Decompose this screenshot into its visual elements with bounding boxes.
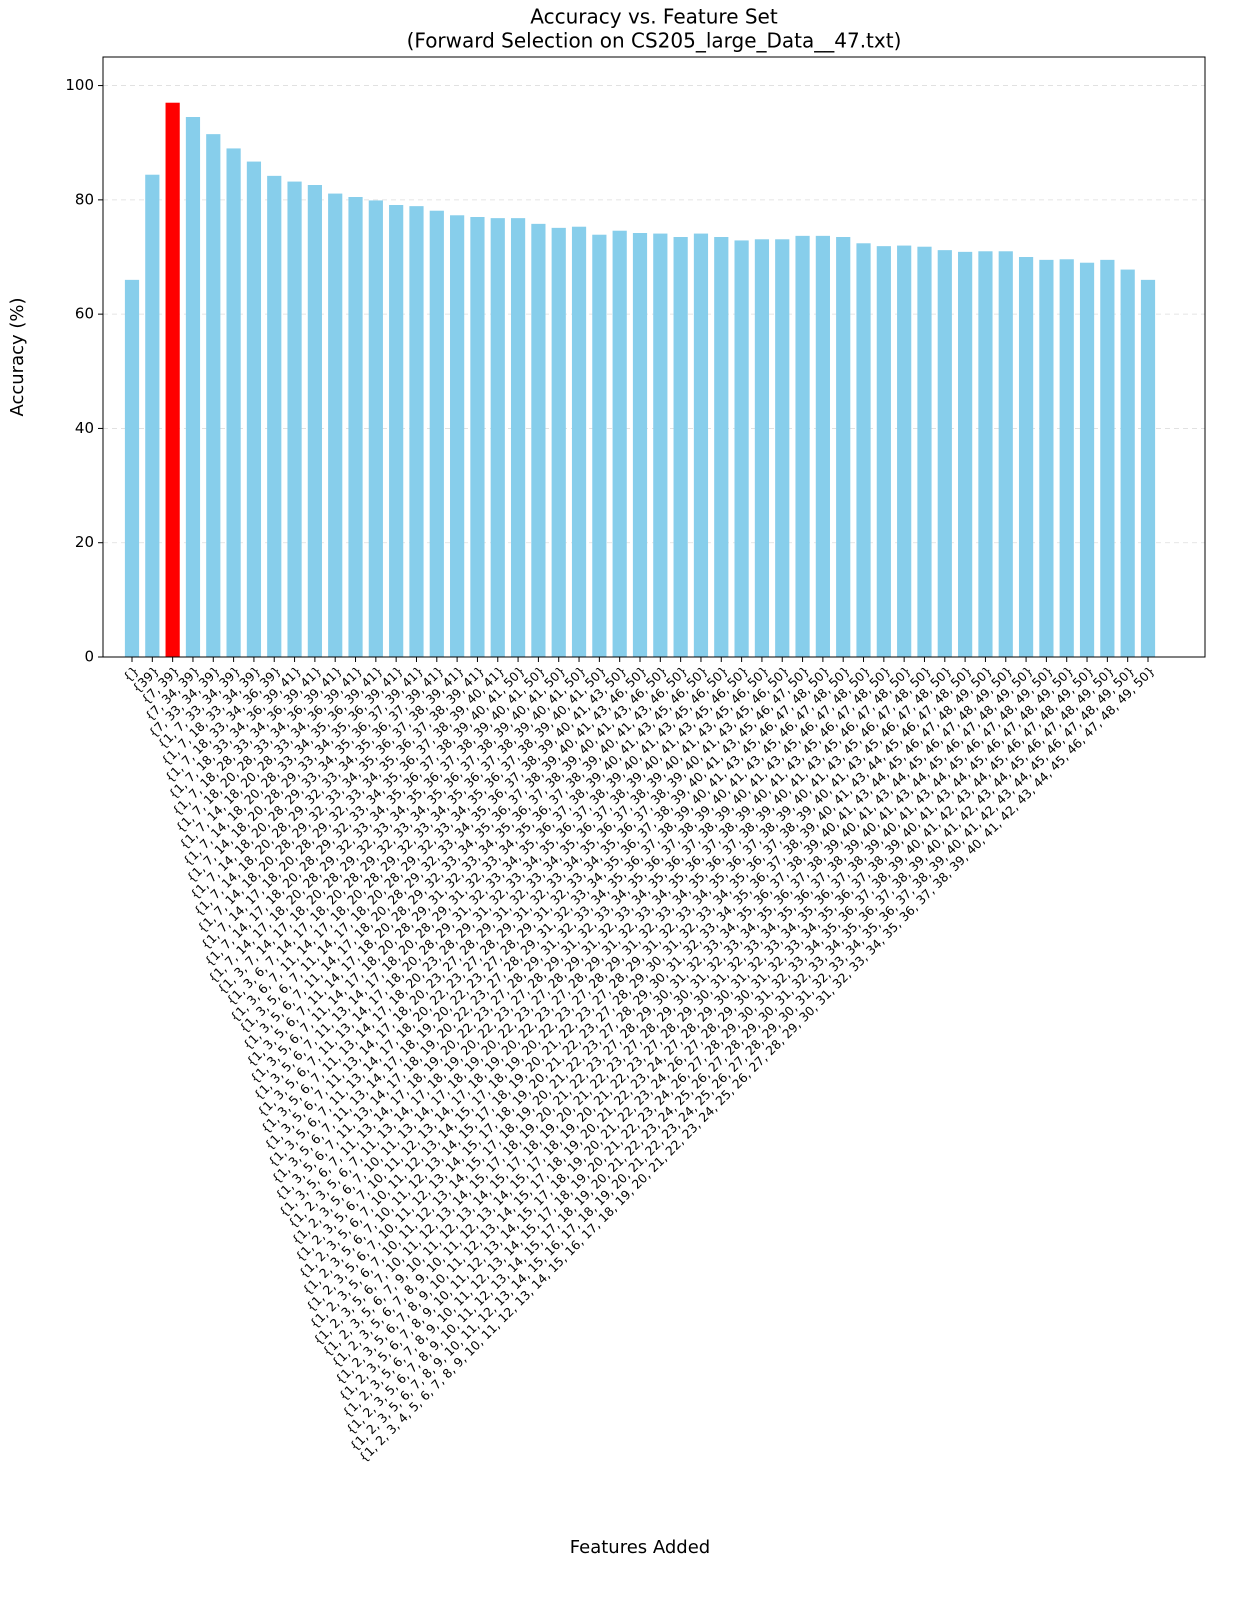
bar bbox=[653, 233, 668, 658]
bar bbox=[226, 148, 241, 657]
bar bbox=[348, 197, 363, 657]
bar bbox=[836, 237, 851, 657]
plot-frame bbox=[102, 56, 1206, 658]
bar bbox=[693, 233, 709, 658]
bar bbox=[958, 251, 973, 657]
bar bbox=[917, 246, 932, 657]
bar bbox=[531, 223, 546, 657]
bar bbox=[632, 233, 648, 657]
bar bbox=[328, 193, 343, 658]
x-axis-label: Features Added bbox=[570, 1537, 710, 1558]
bar bbox=[714, 237, 729, 657]
bar bbox=[978, 251, 993, 658]
bar bbox=[1059, 259, 1074, 657]
bar bbox=[246, 161, 262, 658]
bar bbox=[1140, 279, 1156, 657]
bar bbox=[368, 200, 383, 657]
bar bbox=[1018, 257, 1034, 657]
bar bbox=[145, 174, 160, 657]
bar bbox=[673, 237, 688, 657]
bar bbox=[897, 245, 912, 658]
y-tick-label: 80 bbox=[75, 190, 94, 208]
bar bbox=[165, 102, 180, 657]
bar bbox=[450, 215, 465, 658]
bar bbox=[185, 117, 201, 657]
bar bbox=[124, 279, 140, 657]
bar bbox=[267, 175, 282, 657]
bar bbox=[1079, 262, 1095, 657]
bar bbox=[876, 246, 891, 657]
bar bbox=[734, 240, 749, 657]
bar bbox=[206, 134, 221, 658]
bar bbox=[856, 243, 871, 658]
bar bbox=[1120, 269, 1135, 657]
bar bbox=[612, 230, 627, 657]
bar bbox=[551, 227, 566, 657]
bar bbox=[287, 181, 302, 658]
bar bbox=[389, 205, 404, 657]
bar bbox=[470, 217, 485, 657]
bar bbox=[490, 218, 505, 657]
bar bbox=[409, 206, 424, 657]
bar bbox=[1039, 259, 1054, 657]
y-tick-label: 100 bbox=[65, 76, 94, 94]
bar bbox=[307, 185, 322, 657]
bar bbox=[592, 234, 607, 657]
bar bbox=[815, 235, 830, 657]
chart-subtitle: (Forward Selection on CS205_large_Data__… bbox=[407, 29, 902, 53]
bar bbox=[775, 239, 790, 658]
bar bbox=[937, 250, 952, 657]
y-tick-label: 60 bbox=[75, 305, 94, 323]
bar bbox=[571, 226, 587, 657]
y-tick-label: 0 bbox=[84, 648, 94, 666]
bar bbox=[998, 251, 1013, 658]
y-tick-label: 40 bbox=[75, 419, 94, 437]
bar bbox=[510, 218, 526, 657]
bar bbox=[429, 210, 444, 657]
bar bbox=[795, 235, 810, 657]
bar bbox=[754, 239, 770, 658]
chart-title: Accuracy vs. Feature Set bbox=[530, 5, 778, 29]
bar bbox=[1100, 259, 1115, 657]
y-axis-label: Accuracy (%) bbox=[7, 297, 28, 416]
y-tick-label: 20 bbox=[75, 533, 94, 551]
